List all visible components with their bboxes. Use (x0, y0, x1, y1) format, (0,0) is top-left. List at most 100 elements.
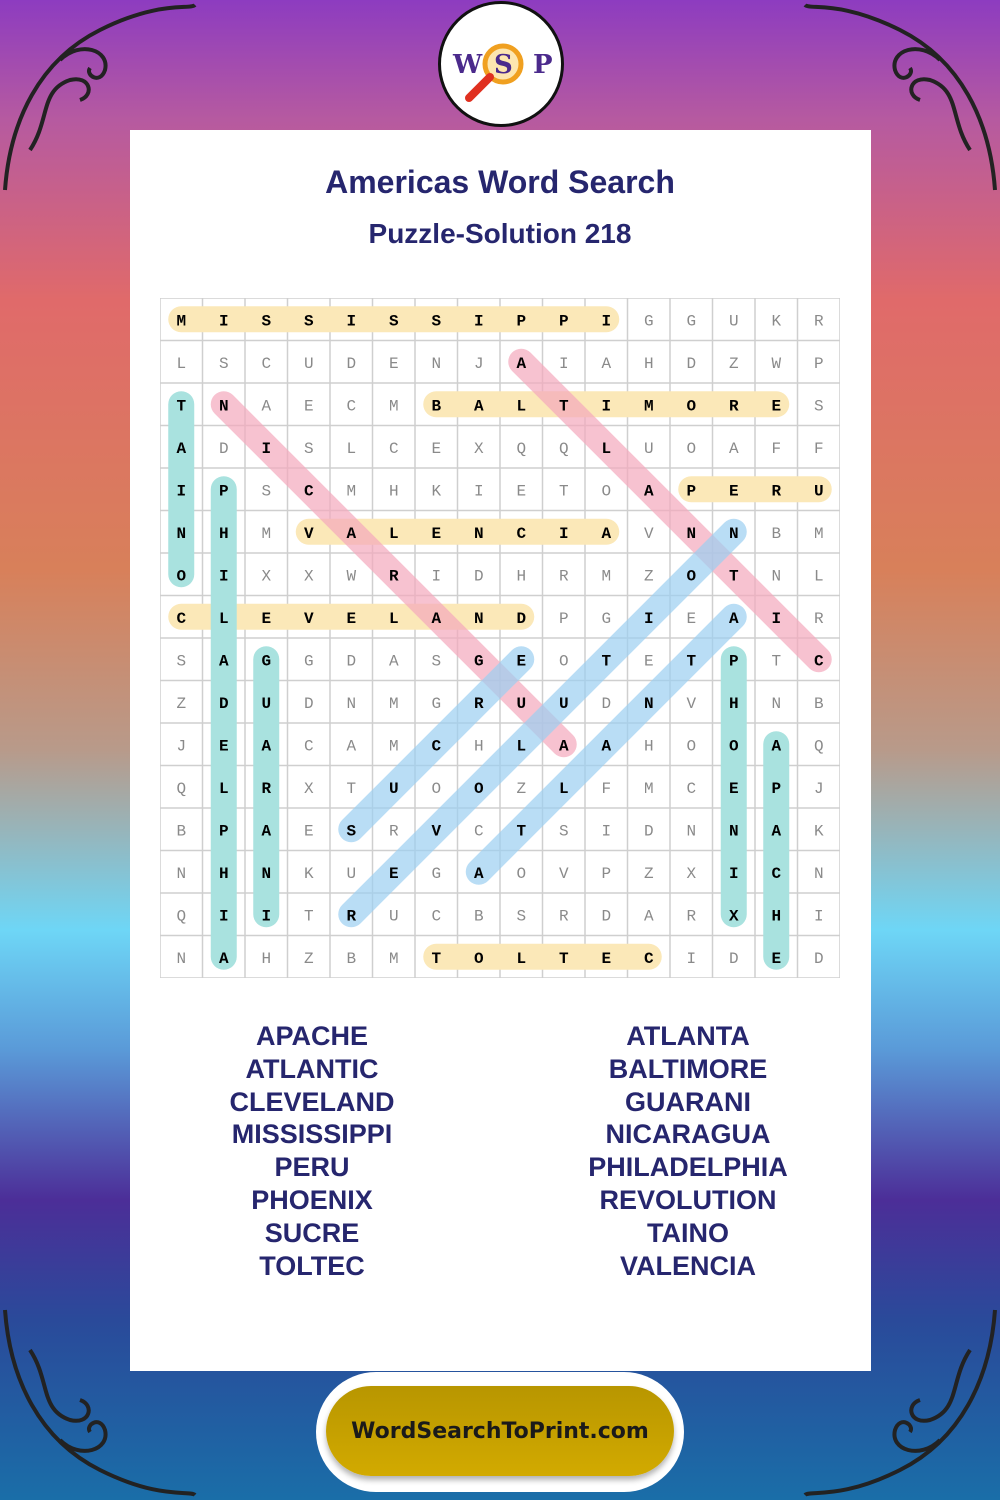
grid-letter: A (346, 737, 356, 755)
grid-letter: E (304, 822, 314, 840)
grid-letter: P (219, 822, 229, 840)
grid-letter: P (729, 652, 739, 670)
word-item: PHILADELPHIA (588, 1152, 788, 1183)
grid-letter: T (559, 397, 569, 415)
grid-letter: A (729, 610, 739, 628)
word-search-grid: M I S S I S S I P P I G G U K R L S C U D E N J A I A H D Z W P T N A E C M B A… (160, 298, 840, 978)
grid-letter: O (176, 567, 186, 585)
grid-letter: C (516, 525, 526, 543)
grid-letter: A (644, 482, 654, 500)
grid-letter: H (644, 737, 654, 755)
grid-letter: H (729, 695, 739, 713)
word-item: MISSISSIPPI (231, 1119, 393, 1150)
grid-letter: U (559, 695, 569, 713)
grid-letter: T (431, 950, 441, 968)
grid-letter: J (176, 737, 186, 755)
grid-letter: I (686, 950, 696, 968)
grid-letter: X (686, 865, 696, 883)
grid-letter: H (644, 355, 654, 373)
logo: W S P (438, 1, 564, 127)
grid-letter: B (346, 950, 356, 968)
grid-letter: I (601, 397, 611, 415)
grid-letter: S (261, 312, 271, 330)
grid-letter: E (686, 610, 696, 628)
page-subtitle: Puzzle-Solution 218 (368, 218, 632, 249)
grid-letter: U (516, 695, 526, 713)
grid-letter: A (261, 822, 271, 840)
site-link[interactable]: WordSearchToPrint.com (326, 1386, 674, 1476)
grid-letter: C (686, 780, 696, 798)
grid-letter: Z (304, 950, 314, 968)
grid-letter: M (389, 737, 399, 755)
grid-letter: L (346, 440, 356, 458)
grid-letter: D (601, 907, 611, 925)
grid-letter: L (389, 525, 399, 543)
grid-letter: I (601, 312, 611, 330)
grid-letter: X (474, 440, 484, 458)
grid-letter: L (814, 567, 824, 585)
grid-letter: T (601, 652, 611, 670)
word-item: CLEVELAND (229, 1086, 395, 1117)
grid-letter: H (516, 567, 526, 585)
grid-letter: E (431, 525, 441, 543)
grid-letter: N (686, 525, 696, 543)
grid-letter: E (771, 950, 781, 968)
grid-letter: A (474, 865, 484, 883)
grid-letter: T (304, 907, 314, 925)
grid-letter: I (346, 312, 356, 330)
grid-letter: C (304, 482, 314, 500)
grid-letter: N (729, 822, 739, 840)
grid-letter: N (176, 525, 186, 543)
footer-badge: WordSearchToPrint.com (316, 1372, 684, 1492)
grid-letter: N (644, 695, 654, 713)
grid-letter: K (771, 312, 781, 330)
grid-letter: O (686, 737, 696, 755)
site-name: WordSearchToPrint.com (351, 1418, 649, 1444)
grid-letter: F (814, 440, 824, 458)
word-list-left: APACHE ATLANTIC CLEVELAND MISSISSIPPI PE… (162, 1020, 462, 1282)
grid-letter: D (346, 652, 356, 670)
grid-letter: C (771, 865, 781, 883)
grid-letter: O (686, 440, 696, 458)
ornament-top-left (3, 3, 197, 191)
highlight-revolution (338, 518, 747, 928)
grid-letter: R (389, 567, 399, 585)
grid-letter: W (771, 355, 781, 373)
grid-letter: H (771, 907, 781, 925)
grid-letter: E (261, 610, 271, 628)
word-item: ATLANTA (626, 1021, 750, 1051)
grid-letter: Q (516, 440, 526, 458)
grid-letter: E (729, 482, 739, 500)
grid-letter: D (601, 695, 611, 713)
grid-letter: L (601, 440, 611, 458)
grid-letter: A (431, 610, 441, 628)
word-list-right: ATLANTA BALTIMORE GUARANI NICARAGUA PHIL… (538, 1020, 838, 1282)
grid-letter: U (729, 312, 739, 330)
grid-letter: A (771, 737, 781, 755)
grid-letter: F (771, 440, 781, 458)
word-item: PERU (274, 1152, 350, 1183)
grid-letter: W (346, 567, 356, 585)
grid-letter: T (559, 482, 569, 500)
grid-letter: R (389, 822, 399, 840)
logo-letter-p: P (533, 50, 553, 80)
grid-letter: A (261, 737, 271, 755)
grid-letter: I (729, 865, 739, 883)
word-item: GUARANI (625, 1086, 751, 1117)
grid-letter: D (644, 822, 654, 840)
grid-letter: D (304, 695, 314, 713)
grid-letter: A (474, 397, 484, 415)
grid-letter: V (431, 822, 441, 840)
grid-letter: D (814, 950, 824, 968)
grid-letter: X (304, 567, 314, 585)
grid-letter: P (219, 482, 229, 500)
grid-letter: C (346, 397, 356, 415)
grid-letter: B (771, 525, 781, 543)
logo-letter-s: S (494, 50, 513, 80)
grid-letter: G (431, 695, 441, 713)
grid-letter: S (389, 312, 399, 330)
highlight-atlanta (465, 603, 747, 885)
grid-letter: U (814, 482, 824, 500)
grid-letter: Z (644, 865, 654, 883)
grid-letter: I (261, 907, 271, 925)
